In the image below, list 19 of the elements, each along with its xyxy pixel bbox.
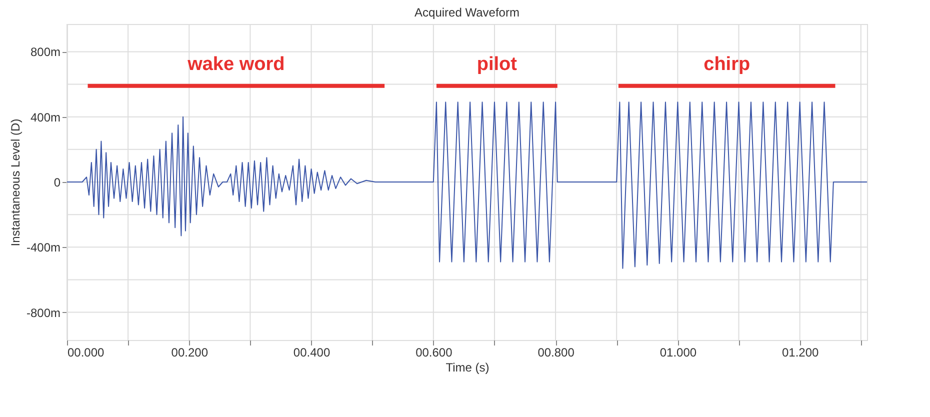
- y-tick-label: 0: [54, 176, 61, 190]
- x-tick-label: 00.400: [293, 346, 330, 360]
- y-axis-title: Instantaneous Level (D): [8, 118, 22, 246]
- series-label: wake word: [186, 54, 285, 75]
- x-tick-label: 00.000: [68, 346, 105, 360]
- chart-title: Acquired Waveform: [414, 6, 520, 20]
- line-series: [66, 102, 868, 269]
- x-tick-label: 01.000: [660, 346, 697, 360]
- x-tick-label: 01.200: [782, 346, 819, 360]
- x-tick-label: 00.200: [171, 346, 208, 360]
- y-tick-label: -400m: [26, 240, 60, 255]
- series-label: chirp: [704, 54, 750, 75]
- x-tick-label: 00.800: [538, 346, 575, 360]
- y-tick-label: -800m: [26, 306, 60, 320]
- y-tick-label: 800m: [30, 45, 60, 60]
- y-tick-label: 400m: [30, 110, 60, 124]
- series-label: pilot: [476, 54, 518, 75]
- x-tick-label: 00.600: [416, 346, 453, 360]
- x-axis-title: Time (s): [446, 360, 490, 374]
